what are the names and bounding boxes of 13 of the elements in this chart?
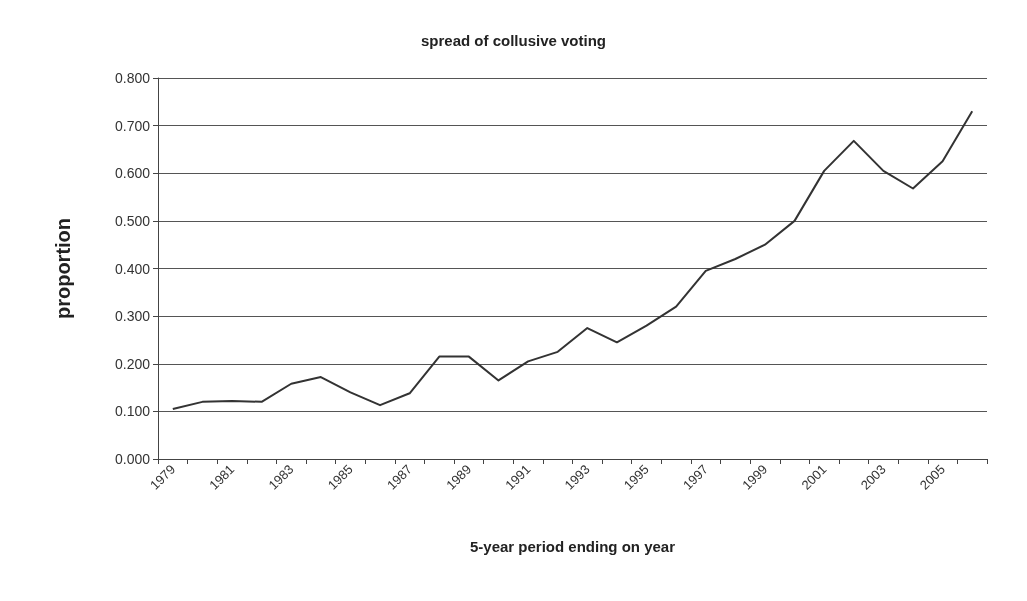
y-tick-label: 0.000 xyxy=(114,451,151,467)
y-tick-label: 0.200 xyxy=(114,355,151,372)
y-axis-title: proportion xyxy=(52,217,74,320)
y-tick-label: 0.600 xyxy=(114,165,151,182)
y-tick-label: 0.800 xyxy=(114,70,151,86)
y-tick-label: 0.700 xyxy=(114,117,151,134)
y-tick-label: 0.100 xyxy=(114,403,151,420)
y-tick-label: 0.500 xyxy=(114,212,151,229)
y-tick-label: 0.300 xyxy=(114,308,151,325)
line-series xyxy=(171,110,974,410)
chart-title: spread of collusive voting xyxy=(420,32,607,49)
x-axis-title: 5-year period ending on year xyxy=(469,538,676,555)
y-tick-label: 0.400 xyxy=(114,260,151,277)
